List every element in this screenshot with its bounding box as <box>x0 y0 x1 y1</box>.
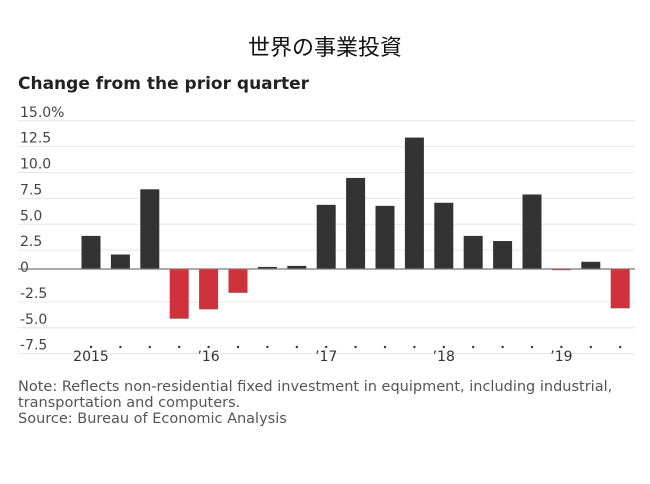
y-tick-label: 5.0 <box>20 208 42 224</box>
x-tick-mark <box>354 345 357 349</box>
x-tick-mark <box>530 345 534 349</box>
x-tick-mark <box>266 345 269 349</box>
x-tick-label: ’19 <box>550 349 572 365</box>
bar <box>581 261 601 269</box>
x-tick-mark <box>119 345 122 349</box>
y-tick-label: 15.0% <box>20 105 64 121</box>
y-tick-label: 7.5 <box>20 182 42 198</box>
chart-title: 世界の事業投資 <box>247 36 402 61</box>
bar <box>463 235 483 269</box>
x-tick-label: ’16 <box>197 349 219 365</box>
bar <box>522 194 542 269</box>
chart-subtitle: Change from the prior quarter <box>18 74 310 94</box>
x-tick-mark <box>178 345 181 349</box>
x-tick-mark <box>501 345 504 349</box>
x-tick-mark <box>236 345 240 349</box>
bar <box>81 235 101 269</box>
y-tick-label: -7.5 <box>20 338 47 354</box>
bar <box>228 269 248 293</box>
bar <box>169 269 189 319</box>
bar <box>493 241 513 269</box>
bar <box>375 205 395 269</box>
bar <box>287 265 307 269</box>
x-tick-mark <box>325 345 328 349</box>
y-tick-label: 12.5 <box>20 131 51 147</box>
x-tick-mark <box>207 345 210 349</box>
x-tick-mark <box>383 345 387 349</box>
bar <box>199 269 219 310</box>
x-tick-label: 2015 <box>73 349 109 365</box>
x-tick-mark <box>589 345 592 349</box>
x-tick-mark <box>295 345 298 349</box>
bar <box>140 189 160 269</box>
y-tick-label: 0 <box>20 260 29 276</box>
source-text: Source: Bureau of Economic Analysis <box>18 411 287 427</box>
x-tick-mark <box>472 345 475 349</box>
y-tick-label: -2.5 <box>20 286 47 302</box>
x-tick-mark <box>89 345 93 349</box>
bar <box>110 254 130 269</box>
note-text: Note: Reflects non-residential fixed inv… <box>18 379 613 411</box>
bar <box>434 202 454 269</box>
bar <box>610 269 630 309</box>
x-tick-mark <box>148 345 151 349</box>
x-tick-label: ’17 <box>315 349 337 365</box>
y-tick-label: 2.5 <box>20 234 42 250</box>
x-tick-label: ’18 <box>433 349 455 365</box>
x-tick-mark <box>442 345 445 349</box>
bar <box>316 204 336 269</box>
bar <box>346 177 366 269</box>
bar <box>257 266 277 269</box>
y-tick-label: -5.0 <box>20 312 47 328</box>
x-tick-mark <box>413 345 416 349</box>
bar <box>404 137 424 269</box>
chart-note: Note: Reflects non-residential fixed inv… <box>18 379 618 427</box>
y-tick-label: 10.0 <box>20 157 51 173</box>
x-tick-mark <box>619 345 622 349</box>
x-tick-mark <box>560 345 563 349</box>
